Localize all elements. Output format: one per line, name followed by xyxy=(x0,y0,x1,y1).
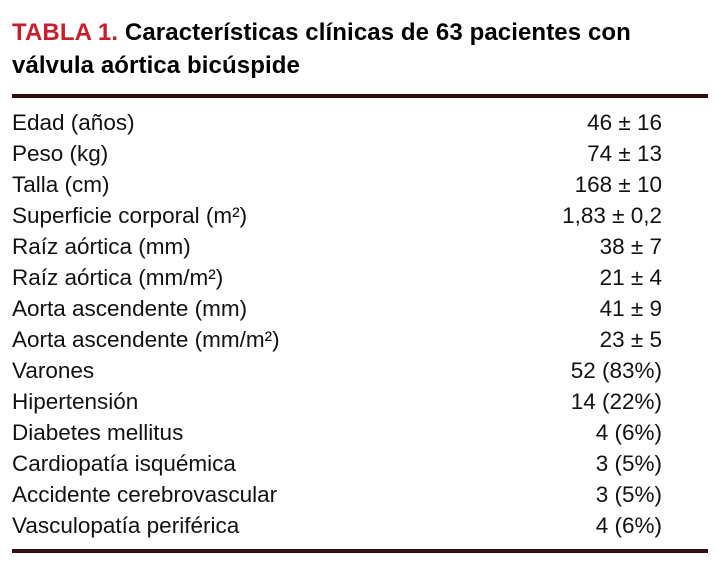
table-row: Raíz aórtica (mm) 38 ± 7 xyxy=(12,231,708,262)
table-body: Edad (años) 46 ± 16 Peso (kg) 74 ± 13 Talla … xyxy=(12,98,708,549)
row-value: 3 (5%) xyxy=(595,482,662,507)
row-value: 38 ± 7 xyxy=(599,234,662,259)
row-value: 21 ± 4 xyxy=(599,265,662,290)
row-value: 4 (6%) xyxy=(595,420,662,445)
row-label: Diabetes mellitus xyxy=(12,420,184,445)
table-title: Características clínicas de 63 pacientes… xyxy=(12,19,631,79)
table-row: Aorta ascendente (mm) 41 ± 9 xyxy=(12,293,708,324)
bottom-rule xyxy=(12,549,708,553)
table-row: Raíz aórtica (mm/m²) 21 ± 4 xyxy=(12,262,708,293)
table-caption: TABLA 1. Características clínicas de 63 … xyxy=(12,16,708,82)
row-label: Accidente cerebrovascular xyxy=(12,482,278,507)
row-label: Raíz aórtica (mm/m²) xyxy=(12,265,224,290)
table-row: Superficie corporal (m²) 1,83 ± 0,2 xyxy=(12,200,708,231)
row-label: Superficie corporal (m²) xyxy=(12,203,248,228)
table-row: Varones 52 (83%) xyxy=(12,355,708,386)
top-rule xyxy=(12,94,708,98)
table-row: Vasculopatía periférica 4 (6%) xyxy=(12,510,708,541)
row-label: Aorta ascendente (mm/m²) xyxy=(12,327,280,352)
table-row: Hipertensión 14 (22%) xyxy=(12,386,708,417)
row-label: Hipertensión xyxy=(12,389,139,414)
row-label: Talla (cm) xyxy=(12,172,110,197)
row-value: 52 (83%) xyxy=(570,358,662,383)
row-value: 1,83 ± 0,2 xyxy=(562,203,662,228)
row-value: 14 (22%) xyxy=(570,389,662,414)
table-row: Aorta ascendente (mm/m²) 23 ± 5 xyxy=(12,324,708,355)
row-value: 168 ± 10 xyxy=(574,172,662,197)
row-label: Cardiopatía isquémica xyxy=(12,451,236,476)
table-row: Peso (kg) 74 ± 13 xyxy=(12,138,708,169)
row-label: Peso (kg) xyxy=(12,141,109,166)
row-value: 4 (6%) xyxy=(595,513,662,538)
table-row: Diabetes mellitus 4 (6%) xyxy=(12,417,708,448)
table-row: Accidente cerebrovascular 3 (5%) xyxy=(12,479,708,510)
row-value: 3 (5%) xyxy=(595,451,662,476)
row-label: Edad (años) xyxy=(12,110,135,135)
row-value: 74 ± 13 xyxy=(587,141,662,166)
table-number-label: TABLA 1. xyxy=(12,19,119,46)
table-row: Talla (cm) 168 ± 10 xyxy=(12,169,708,200)
row-label: Vasculopatía periférica xyxy=(12,513,240,538)
row-value: 46 ± 16 xyxy=(587,110,662,135)
row-label: Aorta ascendente (mm) xyxy=(12,296,248,321)
table-row: Edad (años) 46 ± 16 xyxy=(12,107,708,138)
row-value: 41 ± 9 xyxy=(599,296,662,321)
table-row: Cardiopatía isquémica 3 (5%) xyxy=(12,448,708,479)
row-label: Varones xyxy=(12,358,95,383)
row-label: Raíz aórtica (mm) xyxy=(12,234,191,259)
row-value: 23 ± 5 xyxy=(599,327,662,352)
